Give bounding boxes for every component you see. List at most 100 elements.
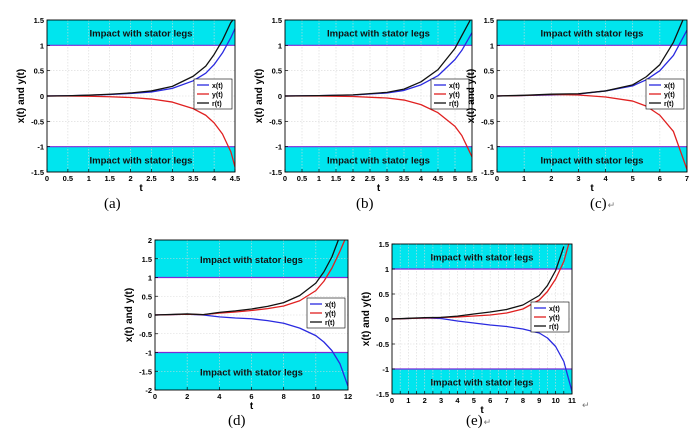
legend-label-d-2: r(t) <box>325 320 335 327</box>
xtick-label-e-1: 1 <box>406 396 410 405</box>
xtick-label-b-0: 0 <box>283 174 287 183</box>
ytick-label-e-6: 1.5 <box>379 240 389 249</box>
ytick-label-a-0: -1.5 <box>31 168 44 177</box>
xtick-label-a-2: 1 <box>87 174 91 183</box>
band-label-top-b: Impact with stator legs <box>327 29 430 40</box>
xtick-label-e-10: 10 <box>551 396 559 405</box>
series-d-x(t) <box>155 313 348 387</box>
ytick-label-d-0: -2 <box>145 386 152 395</box>
band-top-b <box>285 20 472 46</box>
legend-label-c-2: r(t) <box>664 101 674 108</box>
legend-label-b-2: r(t) <box>449 101 459 108</box>
series-a-y(t) <box>47 95 235 168</box>
xlabel-d: t <box>250 401 254 412</box>
ytick-label-e-2: -0.5 <box>376 340 389 349</box>
ytick-label-c-3: 0 <box>490 92 494 101</box>
series-e-r(t) <box>392 246 565 320</box>
ytick-label-a-6: 1.5 <box>34 16 44 25</box>
band-top-c <box>497 20 687 46</box>
xtick-label-e-0: 0 <box>390 396 394 405</box>
xlabel-c: t <box>590 183 594 194</box>
xtick-label-e-9: 9 <box>537 396 541 405</box>
chart-e: Impact with stator legs Impact with stato… <box>361 240 576 416</box>
caption-c: (c)↵ <box>590 196 616 212</box>
xtick-label-a-6: 3 <box>170 174 174 183</box>
series-group-b <box>285 20 472 158</box>
ytick-label-b-1: -1 <box>275 143 282 152</box>
return-mark-c: ↵ <box>607 200 616 210</box>
band-label-bottom-b: Impact with stator legs <box>327 155 430 166</box>
ytick-label-e-5: 1 <box>385 265 389 274</box>
xtick-label-b-9: 4.5 <box>433 174 443 183</box>
xtick-label-c-3: 3 <box>576 174 580 183</box>
band-label-bottom-c: Impact with stator legs <box>541 155 644 166</box>
xtick-label-e-5: 5 <box>472 396 476 405</box>
series-b-y(t) <box>285 95 472 158</box>
legend-label-c-0: x(t) <box>664 83 675 90</box>
xtick-label-a-7: 3.5 <box>188 174 198 183</box>
ytick-label-b-6: 1.5 <box>272 16 282 25</box>
xlabel-e: t <box>480 405 484 416</box>
legend-label-a-0: x(t) <box>212 83 223 90</box>
ytick-label-c-1: -1 <box>487 143 494 152</box>
ytick-label-d-6: 1 <box>148 274 152 283</box>
ytick-label-c-2: -0.5 <box>481 117 494 126</box>
chart-b: Impact with stator legs Impact with stato… <box>254 16 477 194</box>
band-bottom-a <box>47 146 235 172</box>
ylabel-d: x(t) and y(t) <box>124 288 135 342</box>
ytick-label-a-3: 0 <box>40 92 44 101</box>
legend-label-c-1: y(t) <box>664 92 675 99</box>
ytick-label-c-0: -1.5 <box>481 168 494 177</box>
series-group-e <box>392 244 572 392</box>
ytick-label-c-4: 0.5 <box>484 67 494 76</box>
xtick-label-b-1: 0.5 <box>297 174 307 183</box>
legend-label-e-0: x(t) <box>549 306 560 313</box>
ytick-label-e-0: -1.5 <box>376 390 389 399</box>
band-label-top-c: Impact with stator legs <box>541 29 644 40</box>
xtick-label-a-0: 0 <box>45 174 49 183</box>
xtick-label-b-5: 2.5 <box>365 174 375 183</box>
series-d-r(t) <box>155 240 339 316</box>
ytick-label-e-4: 0.5 <box>379 290 389 299</box>
legend-label-e-2: r(t) <box>549 324 559 331</box>
legend-label-b-1: y(t) <box>449 92 460 99</box>
xtick-label-b-8: 4 <box>419 174 424 183</box>
caption-e: (e)↵ <box>466 413 492 429</box>
series-a-r(t) <box>47 20 234 97</box>
band-bottom-c <box>497 146 687 172</box>
xtick-label-c-2: 2 <box>549 174 553 183</box>
caption-a: (a) <box>104 196 121 212</box>
ytick-label-b-2: -0.5 <box>269 117 282 126</box>
series-group-a <box>47 20 235 168</box>
legend-label-d-0: x(t) <box>325 302 336 309</box>
ytick-label-e-3: 0 <box>385 315 389 324</box>
ytick-label-c-6: 1.5 <box>484 16 494 25</box>
xtick-label-c-0: 0 <box>495 174 499 183</box>
xtick-label-b-7: 3.5 <box>399 174 409 183</box>
xtick-label-e-7: 7 <box>504 396 508 405</box>
series-b-r(t) <box>285 20 471 97</box>
chart-a: Impact with stator legs Impact with stato… <box>16 16 240 194</box>
xtick-label-d-4: 8 <box>282 392 286 401</box>
xtick-label-d-6: 12 <box>344 392 352 401</box>
xtick-label-c-7: 7 <box>685 174 689 183</box>
ytick-label-d-2: -1 <box>145 349 152 358</box>
xtick-label-d-1: 2 <box>185 392 189 401</box>
ytick-label-d-5: 0.5 <box>142 292 152 301</box>
xtick-label-e-2: 2 <box>423 396 427 405</box>
ytick-label-d-7: 1.5 <box>142 255 152 264</box>
chart-d: Impact with stator legs Impact with stato… <box>124 236 352 412</box>
ylabel-e: x(t) and y(t) <box>361 292 372 346</box>
ylabel-c: x(t) and y(t) <box>466 69 477 123</box>
xtick-label-d-3: 6 <box>249 392 253 401</box>
xtick-label-b-6: 3 <box>385 174 389 183</box>
band-bottom-b <box>285 146 472 172</box>
xtick-label-a-3: 1.5 <box>104 174 114 183</box>
xtick-label-c-4: 4 <box>603 174 608 183</box>
return-mark-right: ↵ <box>582 400 590 410</box>
legend-label-a-1: y(t) <box>212 92 223 99</box>
ytick-label-e-1: -1 <box>382 365 389 374</box>
xtick-label-e-3: 3 <box>439 396 443 405</box>
xtick-label-e-11: 11 <box>568 396 576 405</box>
